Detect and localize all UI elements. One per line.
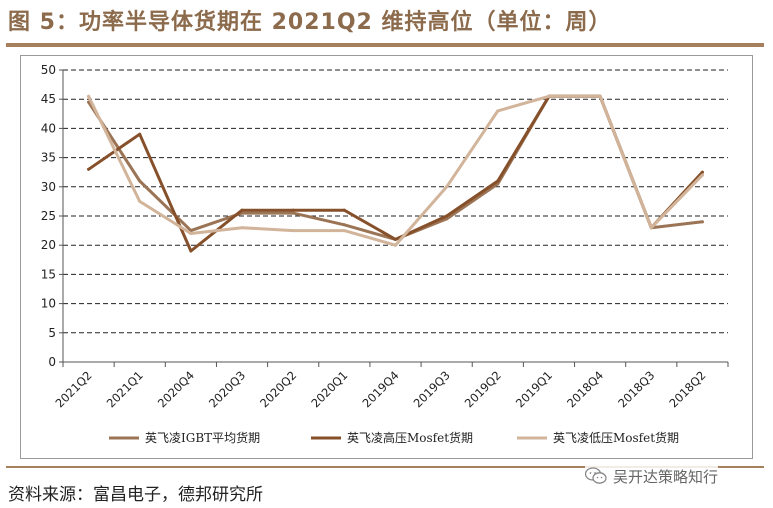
- data-point-hv_mosfet: [700, 170, 704, 174]
- data-point-lv_mosfet: [240, 226, 244, 230]
- x-tick-label: 2019Q4: [359, 368, 401, 410]
- y-tick-label: 5: [48, 326, 56, 340]
- x-tick-label: 2019Q3: [411, 368, 453, 410]
- x-tick-label: 2020Q2: [257, 368, 299, 410]
- data-point-lv_mosfet: [649, 226, 653, 230]
- figure-title: 图 5：功率半导体货期在 2021Q2 维持高位（单位：周）: [8, 10, 612, 35]
- data-point-hv_mosfet: [240, 208, 244, 212]
- title-rule: [6, 43, 764, 47]
- data-point-lv_mosfet: [342, 229, 346, 233]
- data-point-lv_mosfet: [700, 173, 704, 177]
- x-tick-label: 2020Q3: [206, 368, 248, 410]
- data-point-lv_mosfet: [87, 94, 91, 98]
- source-note: 资料来源：富昌电子，德邦研究所: [8, 485, 263, 505]
- series-line-lv_mosfet: [87, 94, 704, 247]
- y-tick-label: 15: [41, 267, 56, 281]
- data-point-lv_mosfet: [189, 232, 193, 236]
- y-tick-label: 40: [41, 121, 56, 135]
- y-tick-label: 10: [41, 297, 56, 311]
- legend-label-igbt: 英飞凌IGBT平均货期: [145, 430, 260, 445]
- x-tick-label: 2020Q1: [308, 368, 350, 410]
- y-tick-label: 0: [48, 355, 56, 369]
- y-tick-label: 35: [41, 151, 56, 165]
- watermark-text: 吴开达策略知行: [613, 467, 719, 486]
- data-point-igbt: [87, 100, 91, 104]
- x-tick-label: 2020Q4: [155, 368, 197, 410]
- legend-label-hv_mosfet: 英飞凌高压Mosfet货期: [347, 430, 473, 445]
- x-tick-label: 2021Q1: [104, 368, 146, 410]
- data-point-hv_mosfet: [87, 167, 91, 171]
- data-point-lv_mosfet: [496, 109, 500, 113]
- y-tick-label: 45: [41, 92, 56, 106]
- y-tick-label: 30: [41, 180, 56, 194]
- data-point-lv_mosfet: [445, 185, 449, 189]
- watermark: 吴开达策略知行: [585, 464, 719, 488]
- bottom-rule: [6, 466, 764, 468]
- x-tick-label: 2019Q2: [462, 368, 504, 410]
- x-tick-label: 2021Q2: [53, 368, 95, 410]
- x-tick-label: 2018Q2: [666, 368, 708, 410]
- x-tick-label: 2018Q3: [615, 368, 657, 410]
- series-line-igbt: [87, 94, 704, 241]
- data-point-lv_mosfet: [291, 229, 295, 233]
- data-point-hv_mosfet: [138, 132, 142, 136]
- data-point-lv_mosfet: [394, 243, 397, 247]
- y-tick-label: 50: [41, 63, 56, 77]
- wechat-icon: [585, 467, 607, 484]
- data-point-hv_mosfet: [445, 214, 449, 218]
- y-tick-label: 25: [41, 209, 56, 223]
- data-point-igbt: [342, 223, 346, 227]
- chart-frame: 0 5 10 15 20 25 30 35 40 45 50 2021Q2 2021Q1 2020Q4 20…: [20, 55, 753, 459]
- data-point-hv_mosfet: [291, 208, 295, 212]
- data-point-igbt: [291, 211, 295, 215]
- data-point-hv_mosfet: [189, 249, 193, 253]
- data-point-lv_mosfet: [598, 94, 602, 98]
- legend-label-lv_mosfet: 英飞凌低压Mosfet货期: [553, 430, 679, 445]
- x-tick-label: 2019Q1: [513, 368, 555, 410]
- data-point-igbt: [700, 220, 704, 224]
- data-point-hv_mosfet: [342, 208, 346, 212]
- y-tick-label: 20: [41, 238, 56, 252]
- data-point-hv_mosfet: [496, 179, 500, 183]
- data-point-hv_mosfet: [394, 237, 397, 241]
- data-point-igbt: [138, 179, 142, 183]
- x-tick-label: 2018Q4: [564, 368, 606, 410]
- data-point-lv_mosfet: [547, 94, 551, 98]
- data-point-igbt: [445, 217, 449, 221]
- data-point-lv_mosfet: [138, 199, 142, 203]
